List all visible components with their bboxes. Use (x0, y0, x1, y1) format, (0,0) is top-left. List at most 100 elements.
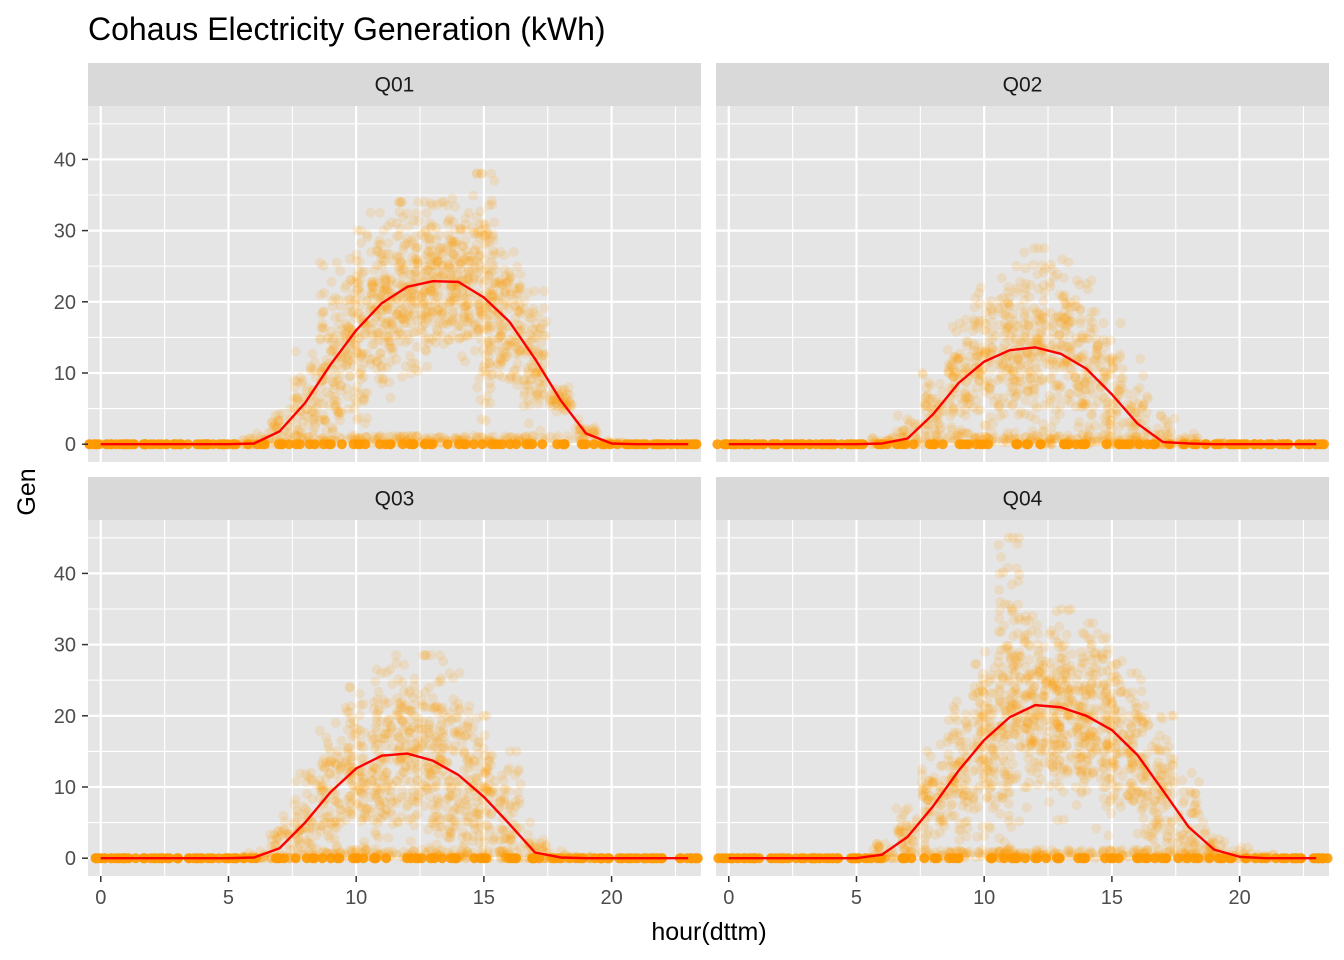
data-point (393, 329, 404, 340)
data-point (528, 304, 539, 315)
data-point (460, 301, 471, 312)
data-point (1147, 439, 1158, 450)
data-point (378, 695, 389, 706)
data-point (406, 299, 417, 310)
data-point (318, 306, 329, 317)
data-point (365, 803, 376, 814)
data-point (302, 789, 313, 800)
data-point (307, 348, 318, 359)
data-point (360, 418, 371, 429)
data-point (1028, 243, 1039, 254)
facet-strip (88, 63, 701, 106)
data-point (336, 439, 347, 450)
data-point (302, 382, 313, 393)
data-point (341, 706, 352, 717)
data-point (417, 740, 428, 751)
data-point (411, 231, 422, 242)
data-point (413, 366, 424, 377)
data-point (325, 439, 336, 450)
data-point (292, 376, 303, 387)
data-point (412, 256, 423, 267)
data-point (1063, 257, 1074, 268)
data-point (335, 265, 346, 276)
data-point (420, 226, 431, 237)
data-point (386, 217, 397, 228)
data-point (980, 646, 991, 657)
data-point (353, 347, 364, 358)
data-point (416, 695, 427, 706)
data-point (344, 294, 355, 305)
data-point (362, 232, 373, 243)
data-point (290, 794, 301, 805)
data-point (427, 692, 438, 703)
data-point (327, 376, 338, 387)
data-point (437, 260, 448, 271)
data-point (381, 362, 392, 373)
data-point (395, 311, 406, 322)
data-point (400, 318, 411, 329)
data-point (396, 811, 407, 822)
data-point (409, 820, 420, 831)
data-point (327, 422, 338, 433)
data-point (309, 408, 320, 419)
data-point (318, 306, 329, 317)
data-point (328, 333, 339, 344)
data-point (411, 244, 422, 255)
data-point (324, 400, 335, 411)
data-point (410, 268, 421, 279)
data-point (372, 356, 383, 367)
data-point (432, 256, 443, 267)
data-point (892, 410, 903, 421)
data-point (971, 439, 982, 450)
data-point (1072, 275, 1083, 286)
data-point (523, 439, 534, 450)
data-point (378, 305, 389, 316)
data-point (374, 373, 385, 384)
data-point (405, 295, 416, 306)
data-point (376, 312, 387, 323)
data-point (341, 295, 352, 306)
data-point (336, 407, 347, 418)
data-point (454, 706, 465, 717)
data-point (330, 402, 341, 413)
data-point (981, 307, 992, 318)
data-point (432, 291, 443, 302)
data-point (892, 426, 903, 437)
chart-title: Cohaus Electricity Generation (kWh) (88, 11, 606, 47)
data-point (531, 368, 542, 379)
data-point (328, 344, 339, 355)
data-point (422, 314, 433, 325)
data-point (384, 343, 395, 354)
data-point (372, 246, 383, 257)
data-point (468, 755, 479, 766)
y-tick-label: 40 (54, 563, 76, 585)
data-point (376, 260, 387, 271)
data-point (366, 288, 377, 299)
data-point (358, 358, 369, 369)
data-point (713, 853, 724, 864)
data-point (425, 853, 436, 864)
data-point (369, 264, 380, 275)
data-point (356, 364, 367, 375)
data-point (479, 836, 490, 847)
data-point (292, 392, 303, 403)
data-point (273, 415, 284, 426)
data-point (994, 683, 1005, 694)
data-point (919, 853, 930, 864)
data-point (320, 416, 331, 427)
data-point (416, 324, 427, 335)
data-point (352, 294, 363, 305)
data-point (498, 795, 509, 806)
data-point (341, 360, 352, 371)
data-point (419, 268, 430, 279)
data-point (407, 239, 418, 250)
data-point (408, 327, 419, 338)
data-point (366, 300, 377, 311)
data-point (349, 295, 360, 306)
data-point (446, 827, 457, 838)
data-point (358, 371, 369, 382)
data-point (494, 290, 505, 301)
data-point (1002, 640, 1013, 651)
data-point (394, 706, 405, 717)
data-point (980, 779, 991, 790)
